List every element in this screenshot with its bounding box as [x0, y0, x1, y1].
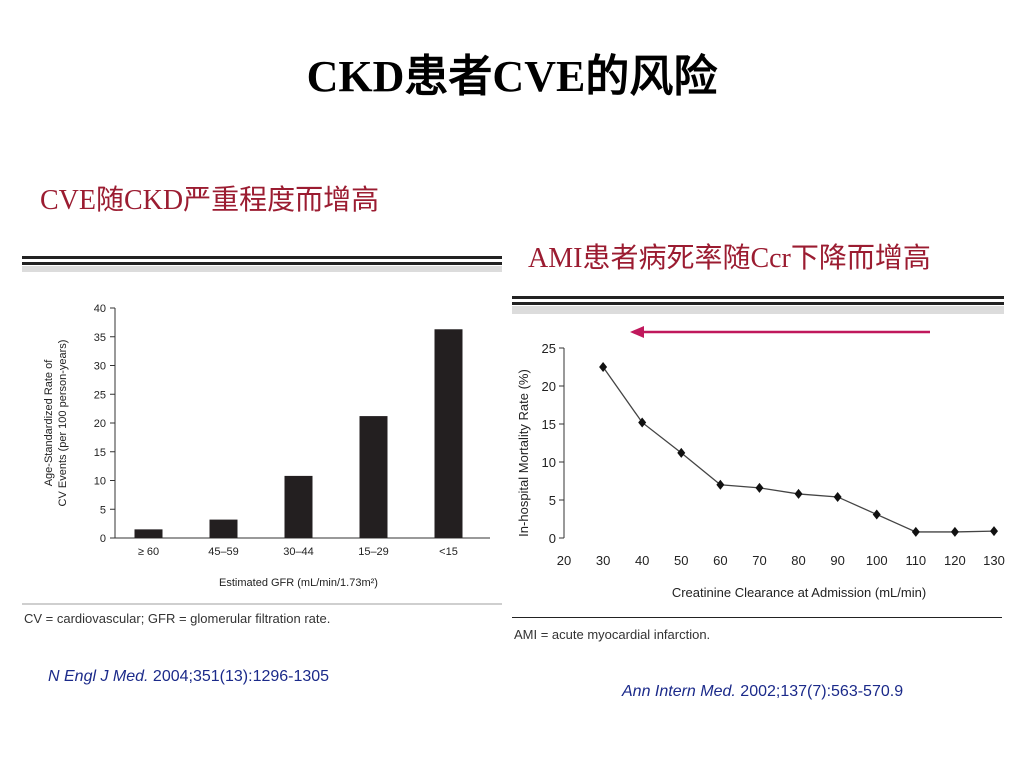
bar [359, 416, 388, 538]
line-x-tick-label: 50 [674, 553, 688, 568]
bar-y-tick-label: 15 [94, 447, 106, 459]
line-x-tick-label: 130 [983, 553, 1005, 568]
line-y-tick-label: 25 [542, 341, 556, 356]
bar [209, 519, 238, 538]
bar-x-tick-label: 15–29 [358, 546, 389, 558]
bar-y-tick-label: 10 [94, 476, 106, 488]
data-point [794, 488, 803, 499]
footnote-left: CV = cardiovascular; GFR = glomerular fi… [24, 611, 331, 626]
line-x-tick-label: 110 [905, 553, 926, 568]
data-point [950, 526, 959, 537]
line-x-tick-label: 30 [596, 553, 610, 568]
trend-arrow-head [630, 326, 644, 338]
reference-right-cite: 2002;137(7):563-570.9 [735, 683, 904, 700]
line-x-tick-label: 120 [944, 553, 966, 568]
footnote-right: AMI = acute myocardial infarction. [514, 627, 711, 642]
line-chart: 0 5 10 15 20 25 20 30 40 50 60 70 80 90 100 110 120 130 Cr… [516, 326, 1005, 600]
bar [284, 475, 313, 538]
divider-left-top-2 [22, 262, 502, 265]
bar-chart: 0 5 10 15 20 25 30 35 40 ≥ 60 45–59 30–44 15–29 <15 Es… [43, 303, 490, 589]
divider-left-bottom [22, 603, 502, 605]
bar-x-tick-label: ≥ 60 [138, 546, 159, 558]
line-x-tick-label: 100 [866, 553, 888, 568]
data-point [990, 526, 998, 537]
divider-right-bottom [512, 617, 1002, 618]
reference-left-journal: N Engl J Med. [48, 668, 149, 685]
data-point [638, 417, 647, 428]
reference-right-journal: Ann Intern Med. [622, 683, 736, 700]
data-point [599, 362, 608, 372]
bar-y-axis-label-line2: CV Events (per 100 person-years) [57, 340, 69, 507]
divider-left-top [22, 256, 502, 259]
bar-x-tick-label: 45–59 [208, 546, 239, 558]
bar-y-tick-label: 5 [100, 504, 106, 516]
divider-left-grey [22, 266, 502, 272]
reference-left-cite: 2004;351(13):1296-1305 [148, 668, 330, 685]
data-point [755, 482, 764, 493]
line-x-tick-label: 70 [752, 553, 766, 568]
bar [434, 329, 463, 538]
line-x-tick-label: 80 [791, 553, 805, 568]
line-x-axis-label: Creatinine Clearance at Admission (mL/mi… [672, 585, 926, 600]
divider-right-top-2 [512, 302, 1004, 305]
line-y-axis-label: In-hospital Mortality Rate (%) [516, 369, 531, 537]
bar-y-axis-label-line1: Age-Standardized Rate of [43, 359, 55, 487]
line-y-tick-label: 5 [549, 493, 556, 508]
mortality-line [602, 366, 995, 533]
bar-y-tick-label: 30 [94, 361, 106, 373]
line-x-tick-label: 60 [713, 553, 727, 568]
bar [134, 529, 163, 538]
line-x-tick-label: 40 [635, 553, 649, 568]
data-point [677, 447, 686, 458]
subtitle-right: AMI患者病死率随Ccr下降而增高 [528, 243, 931, 274]
bar-x-tick-label: 30–44 [283, 546, 314, 558]
bar-x-axis-label: Estimated GFR (mL/min/1.73m²) [219, 577, 378, 589]
line-x-tick-label: 20 [557, 553, 571, 568]
bar-y-tick-label: 35 [94, 332, 106, 344]
bar-y-tick-label: 40 [94, 303, 106, 315]
bar-y-tick-label: 0 [100, 533, 106, 545]
data-point [872, 509, 881, 520]
line-y-tick-label: 15 [542, 417, 556, 432]
reference-left: N Engl J Med. 2004;351(13):1296-1305 [48, 668, 329, 686]
bar-y-tick-label: 25 [94, 389, 106, 401]
data-point [716, 479, 725, 490]
divider-right-top [512, 296, 1004, 299]
divider-right-grey [512, 306, 1004, 314]
line-y-tick-label: 0 [549, 531, 556, 546]
subtitle-left: CVE随CKD严重程度而增高 [40, 185, 380, 216]
line-x-tick-label: 90 [830, 553, 844, 568]
data-point [833, 491, 842, 502]
data-point [911, 526, 920, 537]
line-y-tick-label: 20 [542, 379, 556, 394]
reference-right: Ann Intern Med. 2002;137(7):563-570.9 [622, 683, 903, 701]
line-y-tick-label: 10 [542, 455, 556, 470]
bar-y-tick-label: 20 [94, 418, 106, 430]
slide-title: CKD患者CVE的风险 [306, 52, 718, 101]
bar-x-tick-label: <15 [439, 546, 458, 558]
